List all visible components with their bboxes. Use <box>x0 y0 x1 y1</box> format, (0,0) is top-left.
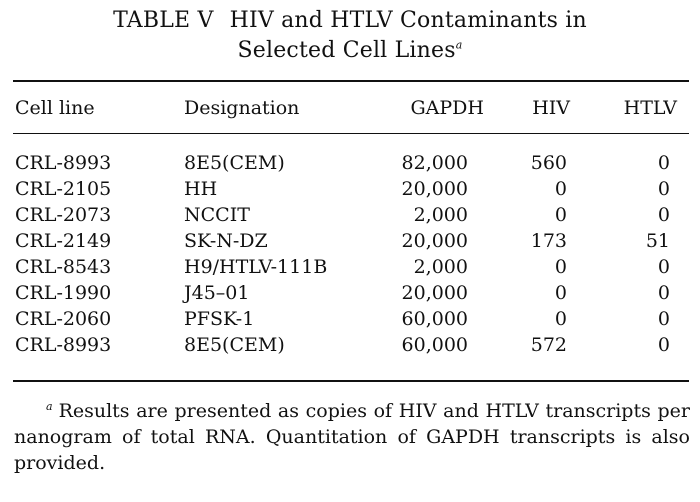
row-1-htlv: 0 <box>657 152 670 174</box>
row-7-cell-line: CRL-2060 <box>15 308 112 330</box>
row-7-htlv: 0 <box>657 308 670 330</box>
row-2-hiv: 0 <box>554 178 567 200</box>
row-3-gapdh: 2,000 <box>413 204 468 226</box>
row-4-gapdh: 20,000 <box>401 230 468 252</box>
row-7-hiv: 0 <box>554 308 567 330</box>
table-title-line-1: TABLE V HIV and HTLV Contaminants in <box>0 6 700 36</box>
row-6-hiv: 0 <box>554 282 567 304</box>
table-footnote: a Results are presented as copies of HIV … <box>14 398 690 476</box>
row-4-cell-line: CRL-2149 <box>15 230 112 252</box>
row-5-cell-line: CRL-8543 <box>15 256 112 278</box>
header-rule <box>13 133 689 134</box>
bottom-rule <box>13 380 689 382</box>
row-6-cell-line: CRL-1990 <box>15 282 112 304</box>
row-6-htlv: 0 <box>657 282 670 304</box>
row-1-cell-line: CRL-8993 <box>15 152 112 174</box>
row-2-cell-line: CRL-2105 <box>15 178 112 200</box>
footnote-text: Results are presented as copies of HIV a… <box>14 400 690 474</box>
row-5-hiv: 0 <box>554 256 567 278</box>
row-4-htlv: 51 <box>645 230 670 252</box>
row-1-hiv: 560 <box>530 152 567 174</box>
row-3-designation: NCCIT <box>184 204 250 226</box>
row-3-htlv: 0 <box>657 204 670 226</box>
row-8-hiv: 572 <box>530 334 567 356</box>
header-gapdh: GAPDH <box>410 97 485 119</box>
table-title-text-2: Selected Cell Lines <box>237 38 456 63</box>
header-designation: Designation <box>184 97 300 119</box>
title-footnote-mark: a <box>455 38 463 52</box>
row-7-gapdh: 60,000 <box>401 308 468 330</box>
row-6-designation: J45–01 <box>184 282 250 304</box>
table-title: TABLE V HIV and HTLV Contaminants in Sele… <box>0 6 700 66</box>
row-8-gapdh: 60,000 <box>401 334 468 356</box>
row-5-designation: H9/HTLV-111B <box>184 256 328 278</box>
row-8-cell-line: CRL-8993 <box>15 334 112 356</box>
table-label: TABLE V <box>113 8 214 33</box>
row-2-htlv: 0 <box>657 178 670 200</box>
row-5-gapdh: 2,000 <box>413 256 468 278</box>
row-6-gapdh: 20,000 <box>401 282 468 304</box>
table-title-text-1: HIV and HTLV Contaminants in <box>229 8 587 33</box>
row-1-gapdh: 82,000 <box>401 152 468 174</box>
top-rule <box>13 80 689 82</box>
row-3-hiv: 0 <box>554 204 567 226</box>
row-4-designation: SK-N-DZ <box>184 230 268 252</box>
header-hiv: HIV <box>532 97 570 119</box>
row-7-designation: PFSK-1 <box>184 308 255 330</box>
row-8-designation: 8E5(CEM) <box>184 334 285 356</box>
header-cell-line: Cell line <box>15 97 95 119</box>
row-2-designation: HH <box>184 178 218 200</box>
row-4-hiv: 173 <box>530 230 567 252</box>
table-title-line-2: Selected Cell Linesa <box>0 36 700 66</box>
row-2-gapdh: 20,000 <box>401 178 468 200</box>
header-htlv: HTLV <box>623 97 677 119</box>
row-1-designation: 8E5(CEM) <box>184 152 285 174</box>
row-3-cell-line: CRL-2073 <box>15 204 112 226</box>
row-5-htlv: 0 <box>657 256 670 278</box>
footnote-mark: a <box>46 399 53 413</box>
row-8-htlv: 0 <box>657 334 670 356</box>
